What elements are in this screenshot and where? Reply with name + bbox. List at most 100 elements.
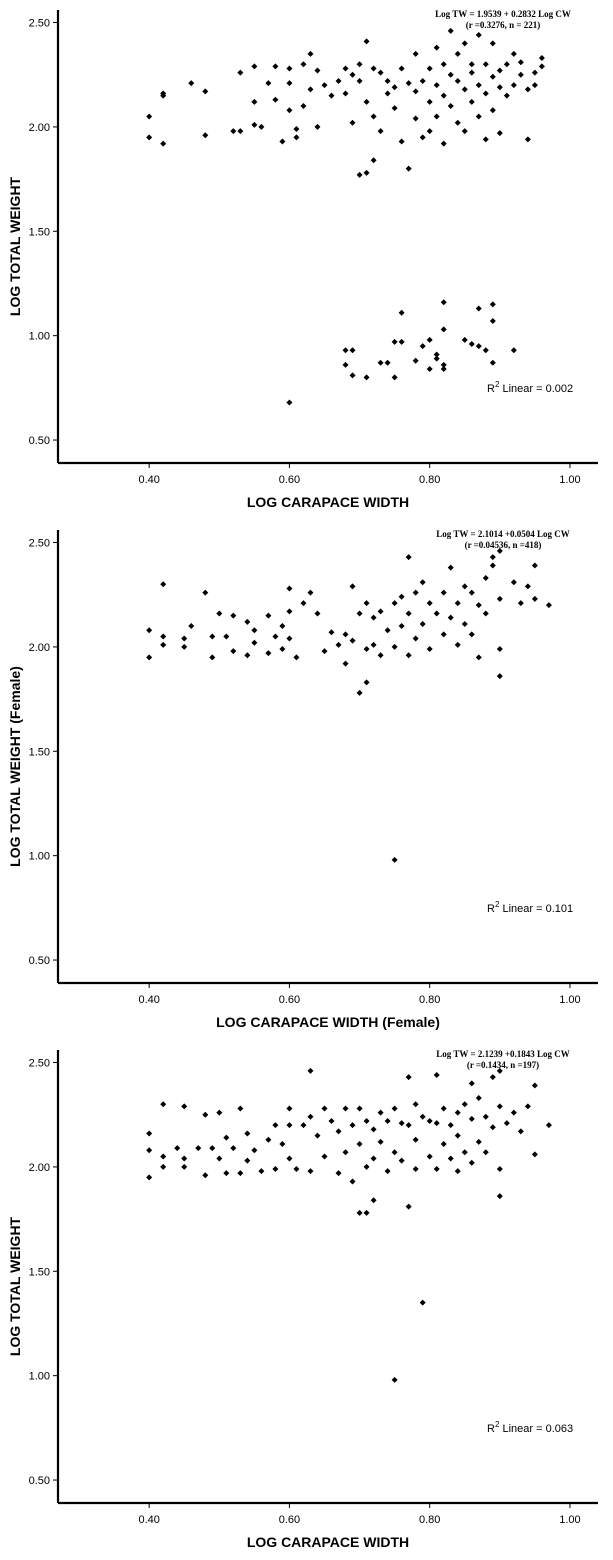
data-point <box>398 65 405 72</box>
data-point <box>230 648 237 655</box>
data-point <box>426 65 433 72</box>
x-tick-label: 0.40 <box>138 474 159 486</box>
data-point <box>384 359 391 366</box>
data-point <box>363 1117 370 1124</box>
data-point <box>272 63 279 70</box>
data-point <box>258 123 265 130</box>
data-point <box>314 123 321 130</box>
regression-equation: Log TW = 1.9539 + 0.2832 Log CW <box>435 9 571 19</box>
data-point <box>286 65 293 72</box>
data-point <box>146 654 153 661</box>
data-point <box>335 641 342 648</box>
data-point <box>503 1120 510 1127</box>
x-tick-label: 0.40 <box>138 994 159 1006</box>
data-point <box>272 1122 279 1129</box>
data-point <box>433 610 440 617</box>
data-point <box>342 90 349 97</box>
data-point <box>454 1132 461 1139</box>
data-point <box>216 610 223 617</box>
data-point <box>300 600 307 607</box>
data-point <box>307 1168 314 1175</box>
data-point <box>160 1101 167 1108</box>
data-point <box>356 1140 363 1147</box>
data-point <box>307 1113 314 1120</box>
data-point <box>440 361 447 368</box>
data-point <box>503 92 510 99</box>
data-point <box>356 1105 363 1112</box>
data-point <box>377 69 384 76</box>
data-point <box>510 579 517 586</box>
data-point <box>223 1134 230 1141</box>
data-point <box>510 50 517 57</box>
data-point <box>440 326 447 333</box>
data-point <box>349 637 356 644</box>
data-point <box>433 1072 440 1079</box>
data-point <box>202 1172 209 1179</box>
data-point <box>440 140 447 147</box>
data-point <box>349 583 356 590</box>
data-point <box>377 652 384 659</box>
data-point <box>489 562 496 569</box>
data-point <box>244 1157 251 1164</box>
data-point <box>286 1105 293 1112</box>
data-point <box>160 633 167 640</box>
data-point <box>433 1165 440 1172</box>
data-point <box>174 1145 181 1152</box>
data-point <box>468 341 475 348</box>
data-point <box>209 633 216 640</box>
data-point <box>426 98 433 105</box>
data-point <box>496 67 503 74</box>
y-tick-label: 2.00 <box>29 642 50 654</box>
data-point <box>272 96 279 103</box>
data-point <box>146 627 153 634</box>
data-point <box>531 595 538 602</box>
data-point <box>489 107 496 114</box>
data-point <box>531 82 538 89</box>
data-point <box>496 84 503 91</box>
data-point <box>272 1165 279 1172</box>
data-point <box>384 1168 391 1175</box>
data-point <box>370 1126 377 1133</box>
data-point <box>405 652 412 659</box>
data-point <box>384 627 391 634</box>
data-point <box>447 27 454 34</box>
data-point <box>433 82 440 89</box>
data-point <box>202 88 209 95</box>
data-point <box>384 77 391 84</box>
data-point <box>146 134 153 141</box>
data-point <box>335 77 342 84</box>
scatter-plot-total: 0.50 1.00 1.50 2.00 2.50 0.40 0.60 0.80 1.00 LOG … <box>7 9 598 510</box>
data-point <box>482 90 489 97</box>
data-point <box>482 136 489 143</box>
data-point <box>426 336 433 343</box>
data-point <box>356 61 363 68</box>
data-point <box>440 92 447 99</box>
x-tick-label: 1.00 <box>559 474 580 486</box>
data-point <box>419 620 426 627</box>
x-tick-label: 0.60 <box>279 1514 300 1526</box>
data-point <box>342 660 349 667</box>
data-point <box>293 125 300 132</box>
data-point <box>524 136 531 143</box>
data-point <box>468 69 475 76</box>
data-point <box>265 612 272 619</box>
data-point <box>377 1109 384 1116</box>
data-point <box>230 612 237 619</box>
data-point <box>244 652 251 659</box>
data-point <box>321 1105 328 1112</box>
data-point <box>349 347 356 354</box>
data-point <box>363 679 370 686</box>
data-point <box>517 600 524 607</box>
data-point <box>384 1117 391 1124</box>
data-point <box>349 372 356 379</box>
data-point <box>433 1120 440 1127</box>
data-point <box>538 63 545 70</box>
data-point <box>321 1153 328 1160</box>
x-tick-label: 0.40 <box>138 1514 159 1526</box>
data-point <box>244 618 251 625</box>
data-point <box>398 1157 405 1164</box>
data-point <box>475 32 482 39</box>
data-point <box>524 1103 531 1110</box>
data-point <box>496 1103 503 1110</box>
data-point <box>279 138 286 145</box>
